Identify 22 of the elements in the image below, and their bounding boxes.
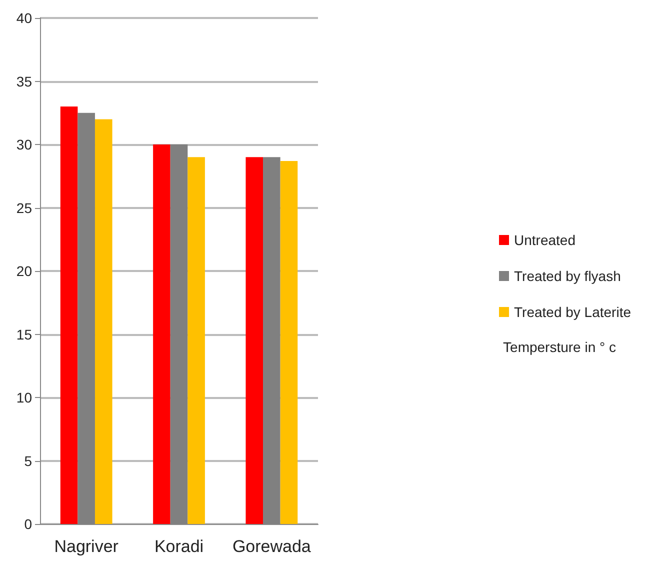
bar [153,144,170,524]
bar [94,119,112,524]
bar [280,160,298,524]
legend-label: Treated by Laterite [514,304,632,320]
bar [60,106,78,524]
bar [188,157,205,524]
y-tick-label: 30 [16,136,32,152]
y-tick-label: 25 [16,200,32,216]
legend-label: Treated by flyash [514,268,621,284]
y-tick-label: 40 [16,10,32,26]
y-tick-label: 5 [24,452,32,469]
bar [246,157,264,524]
x-tick-label: Gorewada [232,537,312,556]
y-tick-label: 0 [24,516,32,532]
y-tick-label: 20 [16,263,32,279]
y-tick-label: 35 [16,73,32,90]
text: Tempersture in ° c [503,339,616,355]
legend-label: Untreated [514,232,576,248]
x-tick-label: Nagriver [54,537,119,556]
y-tick-label: 10 [16,390,32,406]
y-tick-label: 15 [16,326,32,342]
x-tick-label: Koradi [154,537,204,556]
